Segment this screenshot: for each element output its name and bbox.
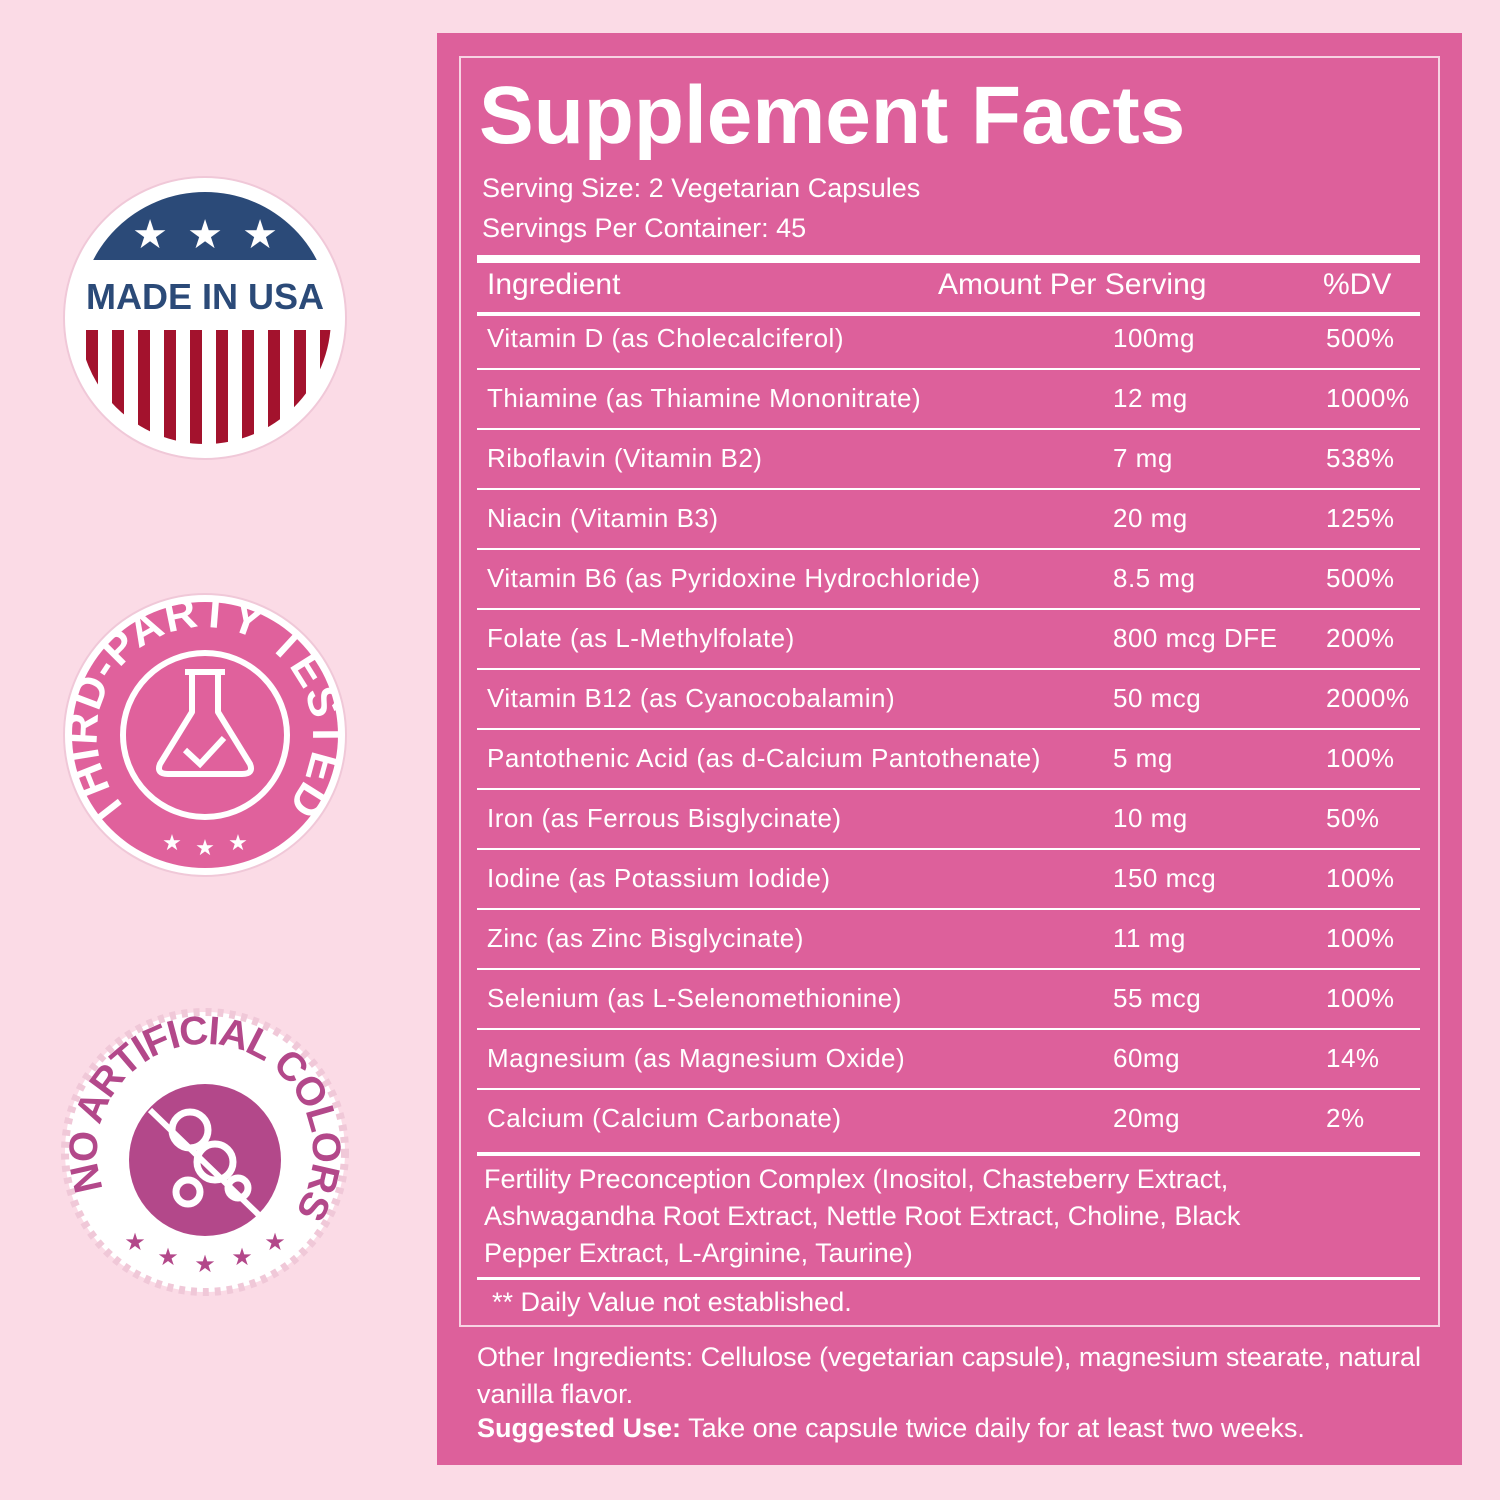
title: Supplement Facts (479, 70, 1186, 161)
ingredient: Magnesium (as Magnesium Oxide) (487, 1043, 906, 1073)
suggested-use: Suggested Use: Take one capsule twice da… (477, 1413, 1305, 1444)
suggested-use-text: Take one capsule twice daily for at leas… (688, 1413, 1305, 1443)
ingredient: Selenium (as L-Selenomethionine) (487, 983, 902, 1013)
no-artificial-colors-badge: NO ARTIFICIAL COLORS ★★ ★ ★★ (61, 1008, 349, 1296)
svg-text:★: ★ (228, 830, 248, 855)
badge-label: MADE IN USA (86, 276, 324, 317)
ingredient: Vitamin B12 (as Cyanocobalamin) (487, 683, 896, 713)
amount: 20mg (1113, 1103, 1181, 1133)
amount: 60mg (1113, 1043, 1181, 1073)
dv: 2000% (1326, 683, 1410, 713)
amount: 20 mg (1113, 503, 1188, 533)
row-rule (477, 788, 1420, 790)
amount: 8.5 mg (1113, 563, 1196, 593)
ingredient: Vitamin D (as Cholecalciferol) (487, 323, 844, 353)
svg-text:★: ★ (231, 1244, 253, 1271)
row-rule (477, 1028, 1420, 1030)
dv: 538% (1326, 443, 1395, 473)
ingredient: Niacin (Vitamin B3) (487, 503, 719, 533)
footnote: ** Daily Value not established. (492, 1287, 852, 1317)
dv: 125% (1326, 503, 1395, 533)
dv: 100% (1326, 863, 1395, 893)
ingredient: Folate (as L-Methylfolate) (487, 623, 795, 653)
stars: ★ ★ ★ (162, 830, 248, 860)
ingredient: Calcium (Calcium Carbonate) (487, 1103, 842, 1133)
rule (477, 1277, 1420, 1280)
ingredient: Zinc (as Zinc Bisglycinate) (487, 923, 804, 953)
svg-text:★: ★ (132, 213, 168, 257)
stars: ★ ★ ★ ★ ★ (124, 1229, 286, 1278)
dv: 100% (1326, 983, 1395, 1013)
thick-rule (477, 1152, 1420, 1156)
ingredient: Iodine (as Potassium Iodide) (487, 863, 831, 893)
amount: 800 mcg DFE (1113, 623, 1278, 653)
supplement-panel: Supplement Facts Serving Size: 2 Vegetar… (437, 33, 1462, 1465)
svg-text:★: ★ (187, 213, 223, 257)
dv: 1000% (1326, 383, 1410, 413)
thick-rule (477, 255, 1420, 263)
row-rule (477, 728, 1420, 730)
dv: 500% (1326, 563, 1395, 593)
dv: 14% (1326, 1043, 1380, 1073)
svg-text:★: ★ (195, 835, 215, 860)
row-rule (477, 368, 1420, 370)
row-rule (477, 428, 1420, 430)
facts-frame (459, 56, 1440, 1327)
dv: 500% (1326, 323, 1395, 353)
amount: 100mg (1113, 323, 1195, 353)
dv: 100% (1326, 923, 1395, 953)
amount: 12 mg (1113, 383, 1188, 413)
header-rule (477, 312, 1420, 316)
svg-text:★: ★ (264, 1229, 286, 1256)
svg-text:★: ★ (124, 1229, 146, 1256)
row-rule (477, 668, 1420, 670)
badge-ring (120, 650, 290, 820)
ingredient: Riboflavin (Vitamin B2) (487, 443, 763, 473)
row-rule (477, 848, 1420, 850)
amount: 150 mcg (1113, 863, 1217, 893)
ingredient: Pantothenic Acid (as d-Calcium Pantothen… (487, 743, 1041, 773)
svg-text:★: ★ (157, 1244, 179, 1271)
row-rule (477, 1088, 1420, 1090)
stars: ★ ★ ★ (132, 213, 278, 257)
ingredient: Iron (as Ferrous Bisglycinate) (487, 803, 842, 833)
dv: 2% (1326, 1103, 1365, 1133)
amount: 50 mcg (1113, 683, 1202, 713)
ingredient: Thiamine (as Thiamine Mononitrate) (487, 383, 922, 413)
amount: 10 mg (1113, 803, 1188, 833)
svg-text:★: ★ (194, 1251, 216, 1278)
row-rule (477, 488, 1420, 490)
check-icon (182, 735, 227, 769)
amount: 11 mg (1113, 923, 1186, 953)
made-in-usa-badge: ★ ★ ★ MADE IN USA (63, 176, 347, 460)
dv: 200% (1326, 623, 1395, 653)
amount: 7 mg (1113, 443, 1173, 473)
other-ingredients: Other Ingredients: Cellulose (vegetarian… (477, 1342, 1421, 1409)
dv: 50% (1326, 803, 1380, 833)
row-rule (477, 908, 1420, 910)
row-rule (477, 548, 1420, 550)
ingredient: Vitamin B6 (as Pyridoxine Hydrochloride) (487, 563, 981, 593)
row-rule (477, 968, 1420, 970)
flask-icon (156, 669, 254, 777)
svg-text:★: ★ (242, 213, 278, 257)
third-party-tested-badge: THIRD-PARTY TESTED ★ ★ ★ (57, 587, 352, 877)
amount: 5 mg (1113, 743, 1173, 773)
svg-text:★: ★ (162, 830, 182, 855)
header-ingredient: Ingredient (487, 268, 621, 301)
slash (147, 1107, 265, 1221)
header-dv: %DV (1323, 268, 1392, 301)
badge-fill (72, 602, 338, 868)
badges: ★ ★ ★ MADE IN USA THIRD-PARTY TESTED ★ ★ ★ N… (57, 176, 352, 1296)
suggested-use-label: Suggested Use: (477, 1413, 682, 1443)
dv: 100% (1326, 743, 1395, 773)
amount: 55 mcg (1113, 983, 1202, 1013)
serving-size: Serving Size: 2 Vegetarian Capsules (482, 173, 921, 203)
row-rule (477, 608, 1420, 610)
servings-per-container: Servings Per Container: 45 (482, 213, 807, 243)
header-amount: Amount Per Serving (938, 268, 1207, 301)
complex: Fertility Preconception Complex (Inosito… (484, 1164, 1241, 1268)
